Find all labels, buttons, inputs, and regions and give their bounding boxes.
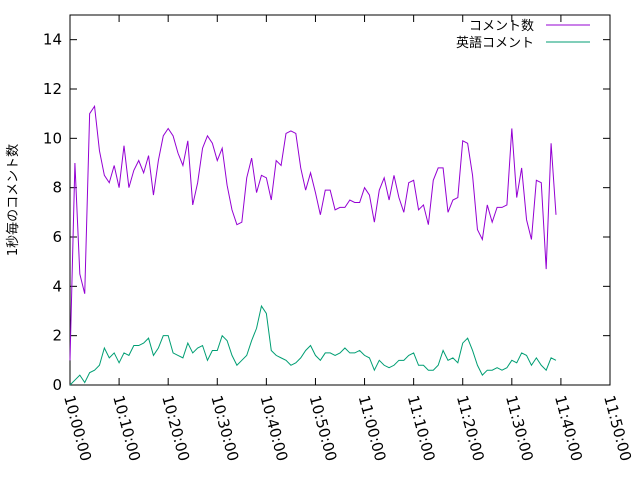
- x-tick-label: 10:30:00: [207, 393, 242, 463]
- y-tick-label: 2: [52, 327, 62, 345]
- x-tick-label: 11:00:00: [355, 393, 390, 463]
- x-tick-label: 10:50:00: [306, 393, 341, 463]
- plot-border: [69, 14, 611, 386]
- x-tick-label: 10:00:00: [60, 393, 95, 463]
- x-tick-label: 11:40:00: [551, 393, 586, 463]
- x-tick-label: 11:50:00: [600, 393, 635, 463]
- y-tick-label: 14: [43, 31, 62, 49]
- x-tick-label: 10:10:00: [109, 393, 144, 463]
- x-tick-label: 10:40:00: [256, 393, 291, 463]
- y-tick-label: 12: [43, 80, 62, 98]
- series-line-english-comments: [69, 304, 557, 386]
- plot-frame: [69, 14, 611, 386]
- series-line-comments: [69, 104, 557, 361]
- y-axis-label: 1秒毎のコメント数: [5, 144, 21, 256]
- x-tick-label: 11:10:00: [404, 393, 439, 463]
- y-axis: 0 2 4 6 8 10 12 14: [43, 31, 610, 394]
- y-tick-label: 6: [52, 228, 62, 246]
- series-lines: [69, 104, 557, 386]
- x-axis: 10:00:00 10:10:00 10:20:00 10:30:00 10:40:00…: [60, 15, 635, 463]
- y-tick-label: 0: [52, 376, 62, 394]
- legend-label: コメント数: [469, 19, 534, 34]
- x-tick-label: 11:30:00: [502, 393, 537, 463]
- y-tick-label: 10: [43, 129, 62, 147]
- x-tick-label: 10:20:00: [158, 393, 193, 463]
- y-tick-label: 8: [52, 179, 62, 197]
- y-tick-label: 4: [52, 277, 62, 295]
- x-tick-label: 11:20:00: [453, 393, 488, 463]
- legend-label: 英語コメント: [456, 35, 534, 51]
